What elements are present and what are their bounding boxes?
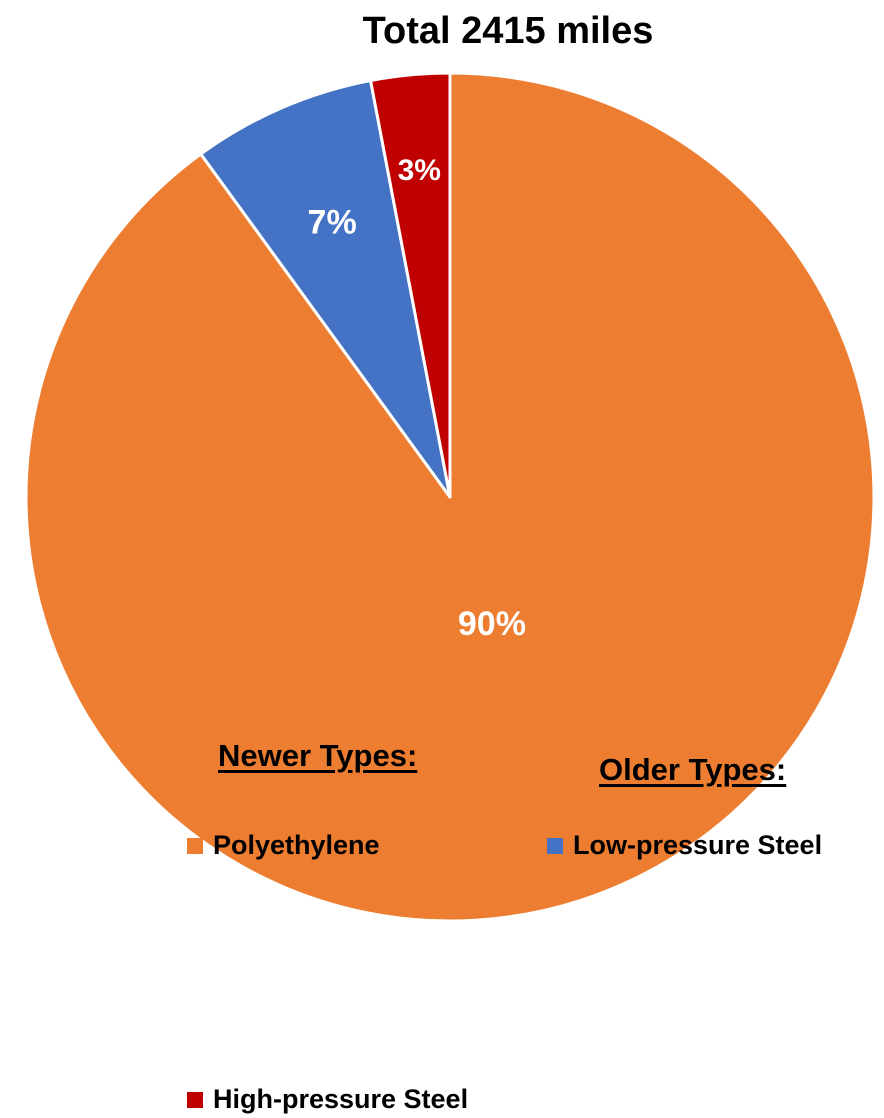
legend-heading-older: Older Types: xyxy=(599,752,787,787)
legend-item-high-pressure-steel: High-pressure Steel xyxy=(187,1084,468,1115)
legend-label-polyethylene: Polyethylene xyxy=(213,830,380,860)
legend-heading-newer: Newer Types: xyxy=(218,738,418,773)
legend-item-low-pressure-steel: Low-pressure Steel xyxy=(547,830,822,861)
legend-label-low-pressure-steel: Low-pressure Steel xyxy=(573,830,823,860)
legend-swatch-low-pressure-steel xyxy=(547,837,563,854)
legend-swatch-polyethylene xyxy=(187,837,203,854)
slice-label-high-pressure-steel: 3% xyxy=(398,154,441,187)
chart-title: Total 2415 miles xyxy=(363,10,654,52)
pie-slices xyxy=(24,71,876,923)
pie-slice-high-pressure-steel xyxy=(369,71,452,499)
legend-item-polyethylene: Polyethylene xyxy=(187,830,380,861)
legend-swatch-high-pressure-steel xyxy=(187,1091,203,1108)
slice-label-low-pressure-steel: 7% xyxy=(308,204,357,242)
slice-label-polyethylene: 90% xyxy=(458,605,526,643)
legend-label-high-pressure-steel: High-pressure Steel xyxy=(213,1084,469,1114)
pie-slice-low-pressure-steel xyxy=(199,79,452,499)
pie-slice-labels: 90% 7% 3% xyxy=(308,154,526,643)
